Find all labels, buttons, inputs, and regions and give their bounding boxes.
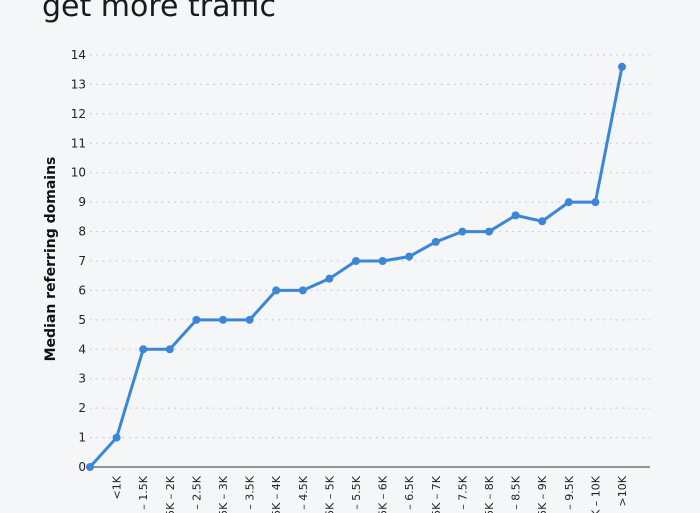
data-point: [618, 62, 626, 71]
y-tick-label: 6: [78, 283, 86, 297]
data-point: [192, 315, 201, 324]
data-point: [165, 345, 174, 354]
data-point: [431, 237, 440, 246]
data-point: [325, 274, 334, 283]
x-tick-label: 4.5K – 5K: [323, 475, 336, 513]
series-line: [86, 62, 626, 471]
y-tick-label: 5: [78, 313, 86, 327]
x-tick-label: 9.5K – 10K: [589, 475, 602, 513]
y-tick-label: 12: [71, 107, 86, 121]
y-tick-label: 3: [78, 372, 86, 386]
x-tick-labels: <1K 1K – 1.5K 1.5K – 2K 2K – 2.5K 2.5K – 3K 3…: [111, 475, 629, 513]
data-point: [458, 227, 467, 236]
y-tick-label: 10: [71, 166, 86, 180]
y-tick-label: 2: [78, 401, 86, 415]
x-tick-label: 5K – 5.5K: [350, 475, 363, 513]
data-point: [139, 345, 148, 354]
y-tick-label: 13: [71, 77, 86, 91]
y-tick-label: 4: [78, 342, 86, 356]
x-tick-label: 9K – 9.5K: [563, 475, 576, 513]
data-point: [591, 198, 600, 207]
data-point: [485, 227, 493, 236]
data-point: [245, 315, 254, 324]
x-tick-label: 3K – 3.5K: [244, 475, 257, 513]
data-point: [405, 252, 414, 261]
y-axis-label: Median referring domains: [43, 157, 59, 362]
y-tick-label: 9: [78, 195, 86, 209]
y-tick-label: 8: [78, 225, 86, 239]
y-tick-label: 14: [71, 48, 86, 62]
x-tick-label: 3.5K – 4K: [270, 475, 283, 513]
data-point: [538, 217, 547, 226]
x-tick-label: 6.5K – 7K: [430, 475, 443, 513]
x-tick-label: 2.5K – 3K: [217, 475, 230, 513]
x-tick-label: 6K – 6.5K: [403, 475, 416, 513]
y-tick-label: 11: [71, 136, 86, 150]
x-tick-label: 7K – 7.5K: [456, 475, 469, 513]
x-tick-label: 5.5K – 6K: [377, 475, 390, 513]
x-tick-label: <1K: [111, 475, 124, 499]
data-point: [86, 463, 94, 471]
x-tick-label: 8.5K – 9K: [536, 475, 549, 513]
x-tick-label: 7.5K – 8K: [483, 475, 496, 513]
chart-title: get more traffic: [42, 0, 276, 24]
series-polyline: [88, 66, 624, 469]
data-point: [511, 211, 520, 220]
x-tick-label: 1K – 1.5K: [137, 475, 150, 513]
data-point: [112, 433, 121, 442]
x-tick-label: 2K – 2.5K: [190, 475, 203, 513]
y-tick-label: 1: [78, 431, 86, 445]
x-tick-label: 1.5K – 2K: [164, 475, 177, 513]
data-point: [378, 257, 387, 265]
data-point: [352, 257, 360, 265]
y-tick-label: 0: [78, 460, 86, 474]
x-tick-label: 8K – 8.5K: [510, 475, 523, 513]
y-tick-label: 7: [78, 254, 86, 268]
data-point: [219, 315, 227, 324]
x-tick-label: >10K: [616, 475, 629, 506]
data-point: [564, 198, 573, 207]
data-point: [298, 286, 307, 295]
data-point: [272, 286, 281, 295]
grid-lines: [90, 54, 650, 439]
x-tick-label: 4K – 4.5K: [297, 475, 310, 513]
